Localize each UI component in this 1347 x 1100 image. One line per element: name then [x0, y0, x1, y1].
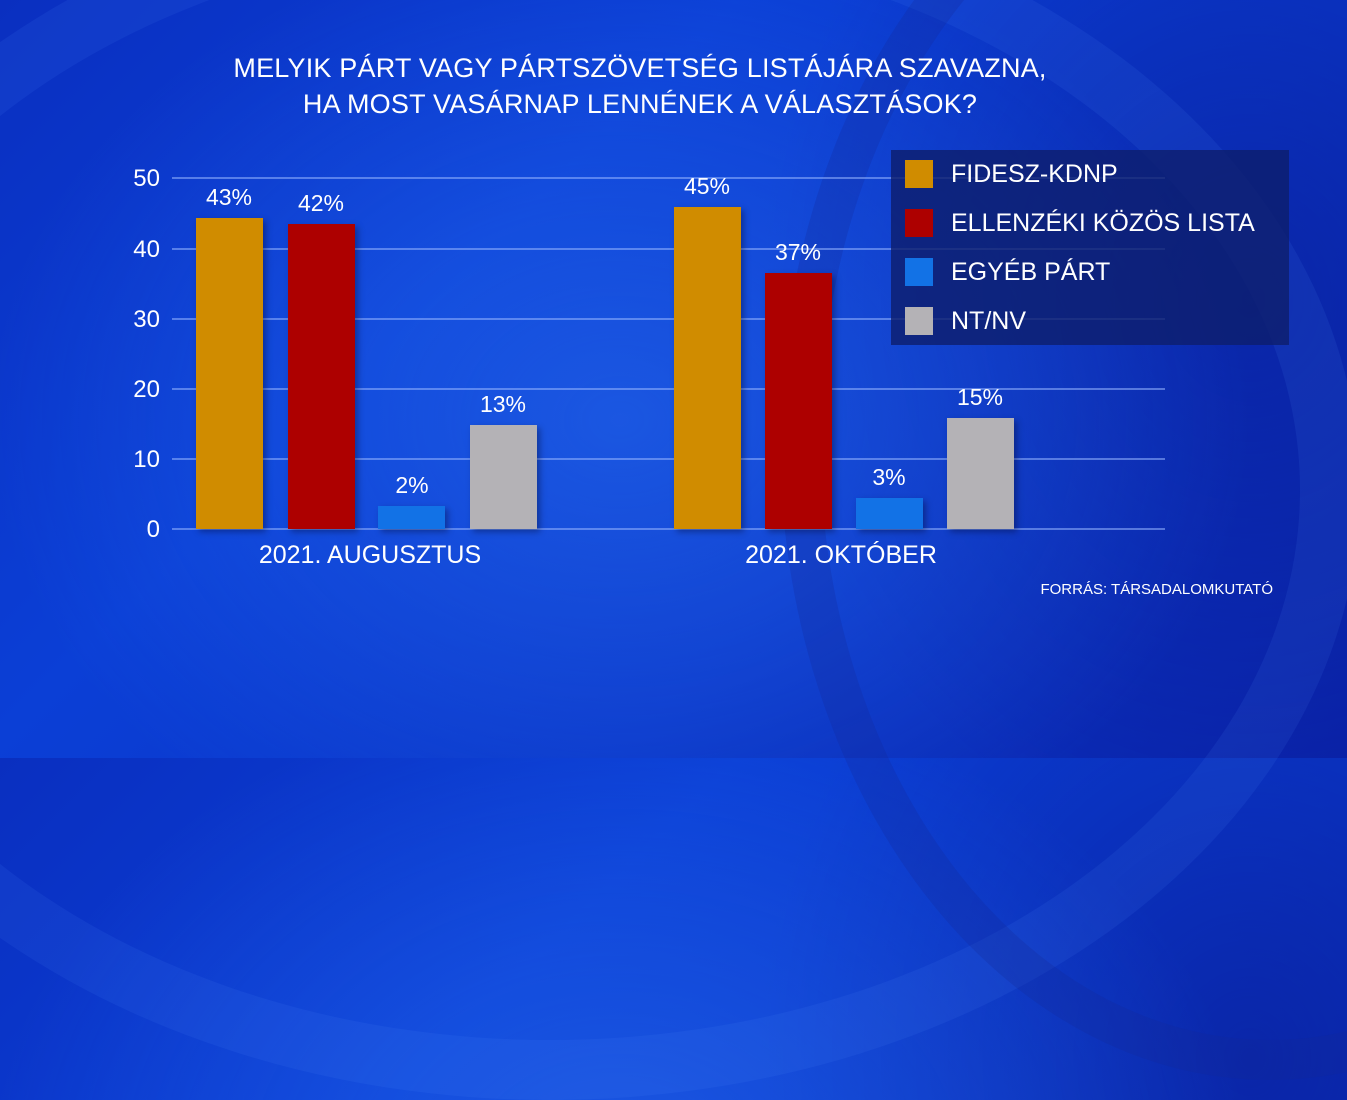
bar-value-label: 13%	[479, 391, 527, 418]
bar-oct-ntnv	[947, 418, 1014, 529]
x-category-label: 2021. OKTÓBER	[745, 541, 937, 569]
bar-value-label: 37%	[774, 238, 822, 265]
bar-aug-fidesz	[196, 218, 263, 529]
bar-oct-egyeb	[856, 498, 923, 529]
legend-item-ntnv: NT/NV	[905, 306, 1026, 336]
bar-value-label: 43%	[205, 184, 253, 210]
bar-chart: 0 10 20 30 40 50 43% 42% 2% 13% 45% 37% …	[133, 165, 1165, 569]
legend-item-egyeb: EGYÉB PÁRT	[905, 257, 1110, 287]
legend-swatch	[905, 258, 933, 286]
bar-value-label: 3%	[872, 464, 906, 491]
legend-swatch	[905, 209, 933, 237]
bar-aug-ntnv	[470, 425, 537, 529]
legend-item-ellenzeki: ELLENZÉKI KÖZÖS LISTA	[905, 208, 1255, 238]
gridline-50	[172, 177, 1165, 179]
source-note: FORRÁS: TÁRSADALOMKUTATÓ	[1040, 581, 1273, 598]
bar-value-label: 42%	[297, 189, 345, 216]
chart-title-line-2: HA MOST VASÁRNAP LENNÉNEK A VÁLASZTÁSOK?	[302, 89, 978, 119]
bar-value-label: 2%	[395, 471, 429, 498]
y-tick-label: 40	[133, 236, 160, 263]
x-category-label: 2021. AUGUSZTUS	[258, 541, 482, 569]
legend-label: EGYÉB PÁRT	[951, 258, 1111, 286]
y-tick-label: 30	[133, 306, 160, 333]
legend-swatch	[905, 307, 933, 335]
chart-title-line-1: MELYIK PÁRT VAGY PÁRTSZÖVETSÉG LISTÁJÁRA…	[233, 53, 1047, 83]
y-tick-label: 0	[146, 516, 160, 543]
bar-oct-fidesz	[674, 206, 741, 529]
y-tick-label: 20	[133, 376, 160, 403]
y-tick-label: 10	[133, 446, 160, 473]
gridline-40	[172, 248, 1165, 250]
y-tick-label: 50	[133, 165, 160, 192]
gridline-0	[172, 528, 1165, 530]
bar-value-label: 15%	[956, 384, 1004, 411]
legend-label: ELLENZÉKI KÖZÖS LISTA	[951, 209, 1255, 237]
bar-aug-ellenzeki	[288, 223, 355, 529]
legend-item-fidesz: FIDESZ-KDNP	[905, 159, 1118, 189]
gridline-30	[172, 318, 1165, 320]
legend: FIDESZ-KDNP ELLENZÉKI KÖZÖS LISTA EGYÉB …	[891, 150, 1289, 345]
legend-label: FIDESZ-KDNP	[951, 160, 1118, 188]
bar-value-label: 45%	[683, 172, 731, 199]
bar-oct-ellenzeki	[765, 272, 832, 529]
chart-title: MELYIK PÁRT VAGY PÁRTSZÖVETSÉG LISTÁJÁRA…	[180, 50, 1100, 122]
legend-label: NT/NV	[951, 307, 1026, 335]
gridline-10	[172, 458, 1165, 460]
bar-aug-egyeb	[378, 505, 445, 529]
legend-swatch	[905, 160, 933, 188]
gridline-20	[172, 388, 1165, 390]
